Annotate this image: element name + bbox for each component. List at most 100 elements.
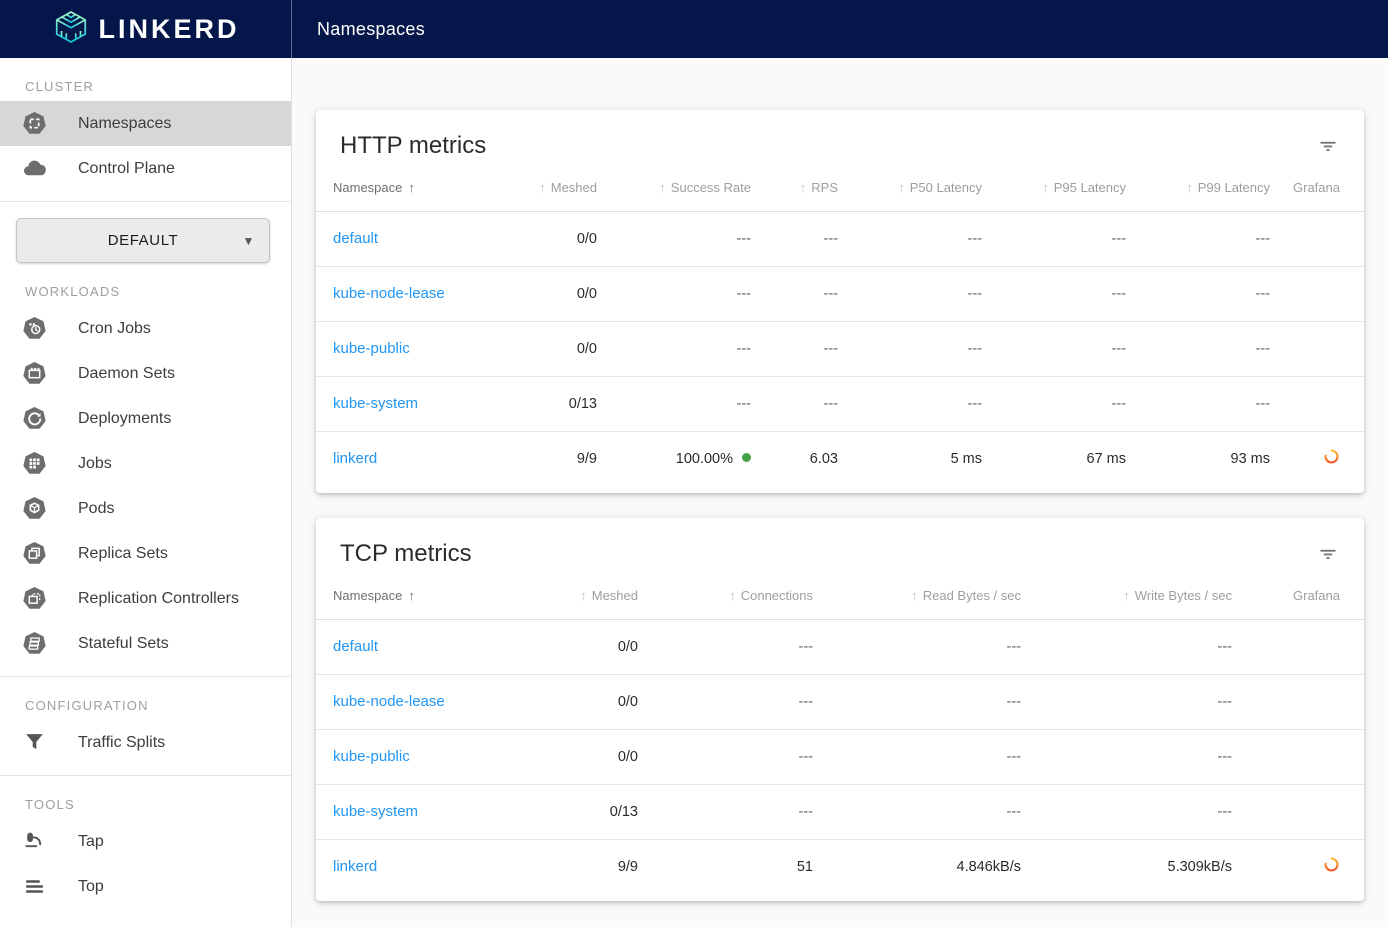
- sidebar-item-label: Jobs: [78, 454, 112, 472]
- linkerd-logo-icon: [52, 8, 90, 51]
- sidebar-item-top[interactable]: Top: [0, 864, 291, 909]
- p50-value: 5 ms: [950, 450, 982, 467]
- column-header-p95-latency[interactable]: ↑ P95 Latency: [982, 165, 1126, 212]
- tap-icon: [22, 829, 47, 854]
- grafana-icon[interactable]: [1323, 449, 1340, 469]
- sidebar-item-label: Deployments: [78, 409, 172, 427]
- table-row: kube-public 0/0 --- --- --- --- ---: [316, 321, 1364, 377]
- sort-arrow-icon: ↑: [659, 180, 666, 196]
- column-header-namespace[interactable]: Namespace ↑: [316, 573, 509, 620]
- success-rate-value: ---: [597, 211, 751, 267]
- meshed-value: 0/13: [509, 784, 638, 840]
- sidebar-item-namespaces[interactable]: Namespaces: [0, 101, 291, 146]
- filter-button[interactable]: [1314, 540, 1342, 571]
- namespace-link[interactable]: linkerd: [333, 858, 378, 876]
- traffic-splits-icon: [22, 730, 47, 755]
- daemon-sets-icon: [22, 361, 47, 386]
- sidebar-item-control-plane[interactable]: Control Plane: [0, 146, 291, 191]
- rps-value: ---: [751, 266, 838, 322]
- sidebar-item-daemon-sets[interactable]: Daemon Sets: [0, 351, 291, 396]
- column-header-write-bytes[interactable]: ↑ Write Bytes / sec: [1021, 573, 1232, 620]
- p99-value: ---: [1126, 376, 1270, 432]
- p50-value: ---: [838, 376, 982, 432]
- p50-value: ---: [838, 211, 982, 267]
- read-bytes-value: ---: [813, 619, 1021, 675]
- namespace-link[interactable]: kube-system: [333, 803, 419, 820]
- namespace-link[interactable]: kube-system: [333, 395, 419, 412]
- sidebar-item-stateful-sets[interactable]: Stateful Sets: [0, 621, 291, 666]
- table-row: kube-system 0/13 --- --- ---: [316, 784, 1364, 840]
- sidebar-divider: [0, 775, 291, 776]
- sidebar-item-label: Top: [78, 877, 104, 895]
- success-rate-value: 100.00%: [597, 431, 751, 486]
- column-header-connections[interactable]: ↑ Connections: [638, 573, 813, 620]
- namespace-link[interactable]: default: [333, 230, 379, 247]
- app-header: LINKERD Namespaces: [0, 0, 1388, 58]
- section-label-workloads: WORKLOADS: [25, 284, 121, 299]
- sidebar-item-tap[interactable]: Tap: [0, 819, 291, 864]
- namespace-link[interactable]: kube-public: [333, 340, 410, 357]
- namespace-link[interactable]: kube-public: [333, 748, 410, 765]
- sidebar-item-deployments[interactable]: Deployments: [0, 396, 291, 441]
- main-content: HTTP metrics Namespace ↑ ↑ Meshed ↑ Success…: [292, 58, 1388, 927]
- brand-name: LINKERD: [98, 13, 240, 44]
- sidebar-item-pods[interactable]: Pods: [0, 486, 291, 531]
- sort-arrow-icon: ↑: [1186, 180, 1193, 196]
- brand[interactable]: LINKERD: [0, 0, 292, 58]
- sidebar-item-label: Traffic Splits: [78, 733, 166, 751]
- tcp-metrics-table: Namespace ↑ ↑ Meshed ↑ Connections ↑ Read By…: [316, 573, 1364, 894]
- p99-value: ---: [1126, 211, 1270, 267]
- sidebar-item-replica-sets[interactable]: Replica Sets: [0, 531, 291, 576]
- chevron-down-icon: ▼: [242, 233, 255, 248]
- p95-value: ---: [982, 376, 1126, 432]
- page-title: Namespaces: [317, 18, 426, 39]
- sort-arrow-icon: ↑: [580, 588, 587, 604]
- top-icon: [22, 874, 47, 899]
- column-header-p50-latency[interactable]: ↑ P50 Latency: [838, 165, 982, 212]
- replica-sets-icon: [22, 541, 47, 566]
- column-header-p99-latency[interactable]: ↑ P99 Latency: [1126, 165, 1270, 212]
- sidebar-item-replication-controllers[interactable]: Replication Controllers: [0, 576, 291, 621]
- http-metrics-title: HTTP metrics: [340, 132, 487, 159]
- read-bytes-value: ---: [813, 784, 1021, 840]
- read-bytes-value: 4.846kB/s: [956, 858, 1022, 875]
- section-label-configuration: CONFIGURATION: [25, 698, 149, 713]
- p99-value: ---: [1126, 266, 1270, 322]
- namespace-selector-value: DEFAULT: [107, 232, 179, 249]
- meshed-value: 0/0: [509, 266, 597, 322]
- connections-value: ---: [638, 729, 813, 785]
- meshed-value: 9/9: [576, 450, 597, 467]
- write-bytes-value: ---: [1021, 729, 1232, 785]
- namespace-selector[interactable]: DEFAULT ▼: [16, 218, 270, 263]
- connections-value: ---: [638, 674, 813, 730]
- meshed-value: 0/0: [509, 321, 597, 377]
- pods-icon: [22, 496, 47, 521]
- table-row: kube-public 0/0 --- --- ---: [316, 729, 1364, 785]
- write-bytes-value: ---: [1021, 784, 1232, 840]
- success-rate-value: ---: [597, 321, 751, 377]
- column-header-success-rate[interactable]: ↑ Success Rate: [597, 165, 751, 212]
- namespace-link[interactable]: linkerd: [333, 450, 378, 468]
- filter-button[interactable]: [1314, 132, 1342, 163]
- table-row: kube-system 0/13 --- --- --- --- ---: [316, 376, 1364, 432]
- table-row: kube-node-lease 0/0 --- --- --- --- ---: [316, 266, 1364, 322]
- tcp-metrics-card: TCP metrics Namespace ↑ ↑ Meshed ↑ Connecti…: [316, 518, 1364, 901]
- column-header-rps[interactable]: ↑ RPS: [751, 165, 838, 212]
- sidebar-item-cron-jobs[interactable]: Cron Jobs: [0, 306, 291, 351]
- table-row: linkerd 9/9 51 4.846kB/s 5.309kB/s: [316, 839, 1364, 894]
- column-header-meshed[interactable]: ↑ Meshed: [509, 573, 638, 620]
- p50-value: ---: [838, 321, 982, 377]
- column-header-namespace[interactable]: Namespace ↑: [316, 165, 509, 212]
- column-header-meshed[interactable]: ↑ Meshed: [509, 165, 597, 212]
- namespace-link[interactable]: kube-node-lease: [333, 285, 445, 302]
- write-bytes-value: ---: [1021, 619, 1232, 675]
- sidebar-item-traffic-splits[interactable]: Traffic Splits: [0, 720, 291, 765]
- namespace-link[interactable]: default: [333, 638, 379, 655]
- namespace-link[interactable]: kube-node-lease: [333, 693, 445, 710]
- sidebar-item-jobs[interactable]: Jobs: [0, 441, 291, 486]
- stateful-sets-icon: [22, 631, 47, 656]
- cron-jobs-icon: [22, 316, 47, 341]
- column-header-read-bytes[interactable]: ↑ Read Bytes / sec: [813, 573, 1021, 620]
- sidebar-divider: [0, 201, 291, 202]
- grafana-icon[interactable]: [1323, 857, 1340, 877]
